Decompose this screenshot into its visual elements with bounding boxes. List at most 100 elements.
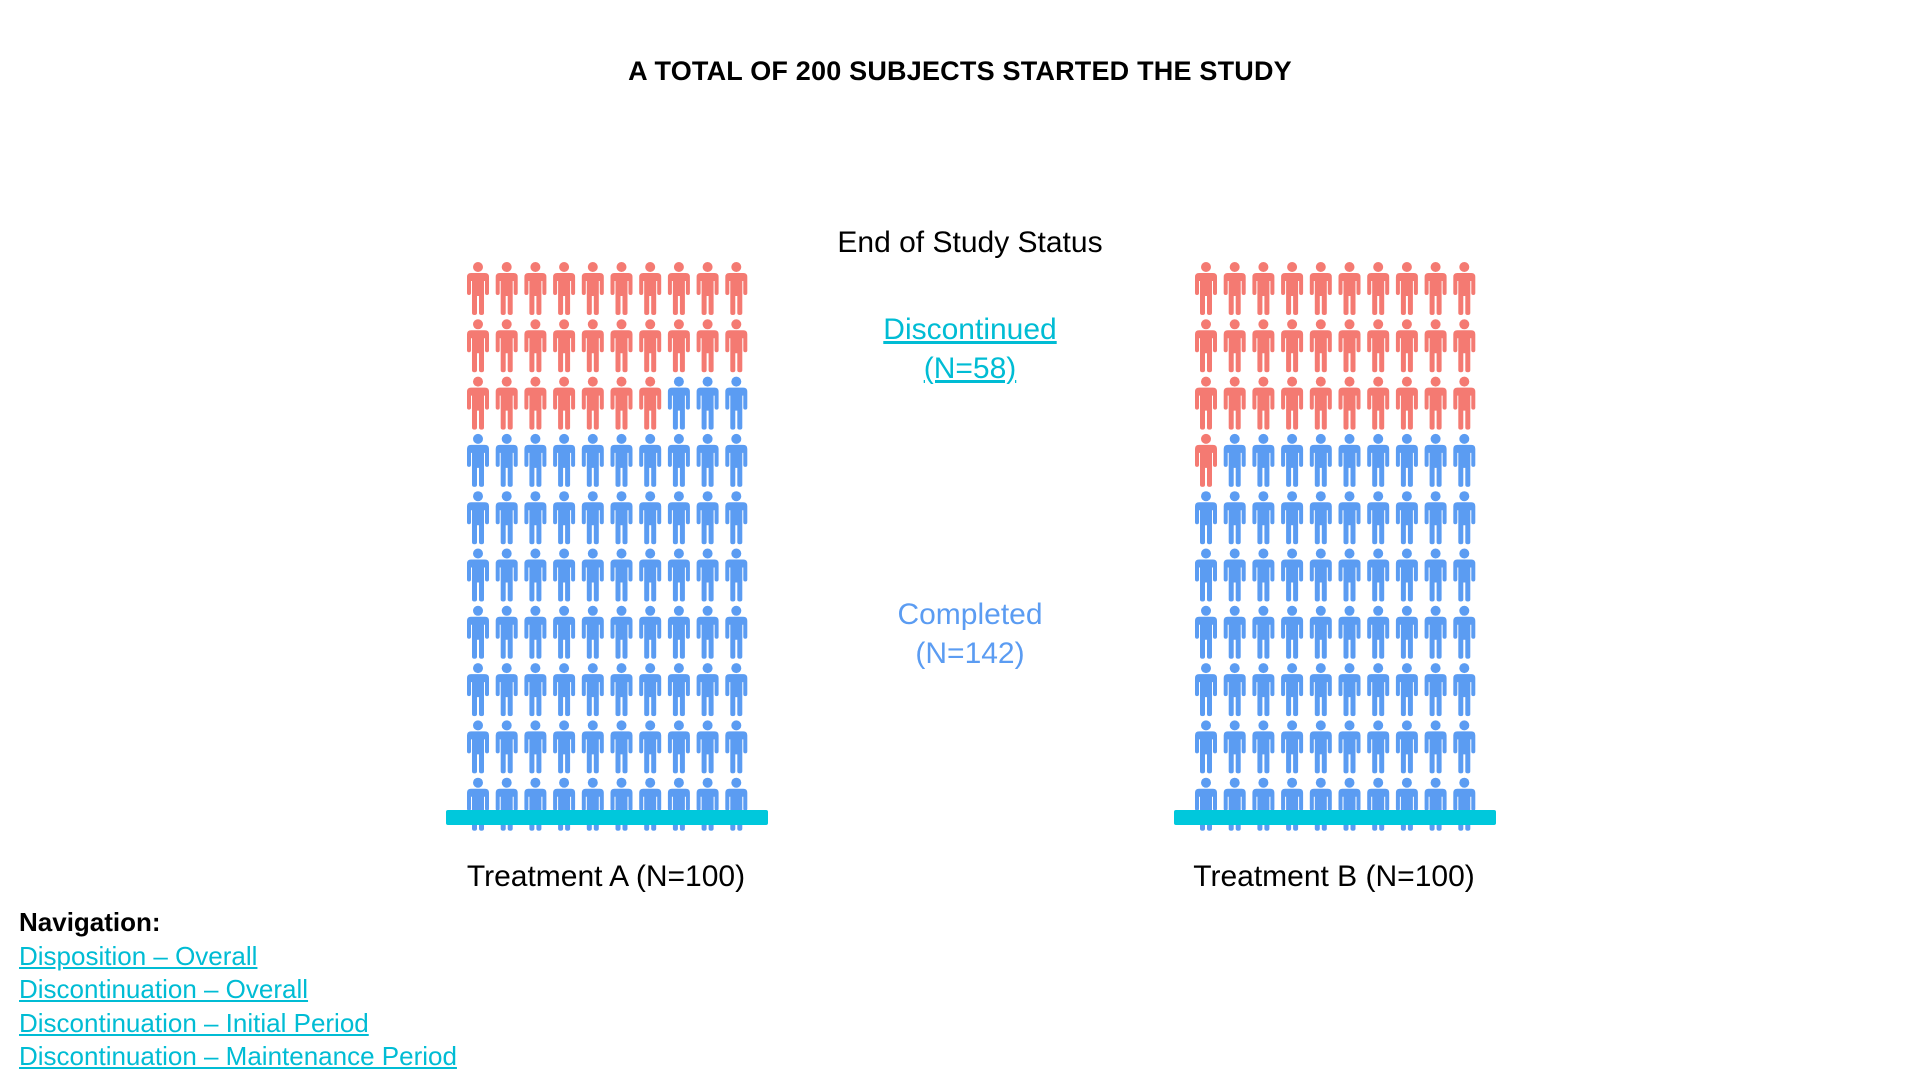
treatment-a-completed-person-icon [524,433,547,487]
treatment-a-completed-person-icon [495,663,518,717]
treatment-a-completed-person-icon [495,491,518,545]
discontinued-link[interactable]: Discontinued (N=58) [720,310,1220,388]
treatment-b-discontinued-person-icon [1309,262,1332,315]
treatment-a-completed-person-icon [639,548,662,602]
treatment-b-completed-person-icon [1281,433,1304,487]
treatment-a-discontinued-person-icon [524,262,547,315]
treatment-b-discontinued-person-icon [1453,319,1476,373]
treatment-b-discontinued-person-icon [1338,319,1361,373]
treatment-b-completed-person-icon [1223,605,1246,659]
treatment-b-completed-person-icon [1367,663,1390,717]
treatment-a-completed-person-icon [467,491,489,545]
treatment-b-discontinued-person-icon [1338,262,1361,315]
treatment-b-discontinued-person-icon [1395,262,1418,315]
treatment-b-discontinued-person-icon [1281,319,1304,373]
treatment-a-discontinued-person-icon [524,376,547,430]
treatment-a-completed-person-icon [667,605,690,659]
treatment-a-completed-person-icon [639,605,662,659]
treatment-b-completed-person-icon [1338,720,1361,774]
treatment-b-completed-person-icon [1309,663,1332,717]
treatment-b-completed-person-icon [1223,548,1246,602]
treatment-a-completed-person-icon [524,720,547,774]
treatment-b-discontinued-person-icon [1367,376,1390,430]
navigation-heading: Navigation: [19,907,161,937]
treatment-a-completed-person-icon [639,663,662,717]
treatment-a-completed-person-icon [524,548,547,602]
treatment-a-completed-person-icon [696,548,719,602]
treatment-b-completed-person-icon [1195,491,1217,545]
treatment-a-completed-person-icon [467,720,489,774]
treatment-b-completed-person-icon [1195,548,1217,602]
treatment-b-discontinued-person-icon [1424,262,1447,315]
treatment-a-completed-person-icon [553,548,576,602]
treatment-a-completed-person-icon [581,720,604,774]
treatment-b-discontinued-person-icon [1195,433,1217,487]
treatment-b-discontinued-person-icon [1252,262,1275,315]
nav-link-discontinuation-overall[interactable]: Discontinuation – Overall [19,974,309,1004]
treatment-a-completed-person-icon [524,491,547,545]
treatment-a-completed-person-icon [639,720,662,774]
treatment-a-discontinued-person-icon [639,262,662,315]
treatment-b-completed-person-icon [1367,548,1390,602]
treatment-a-completed-person-icon [581,491,604,545]
nav-link-discontinuation-initial-period[interactable]: Discontinuation – Initial Period [19,1007,369,1038]
treatment-b-completed-person-icon [1453,720,1476,774]
chart-title: A TOTAL OF 200 SUBJECTS STARTED THE STUD… [628,56,1292,86]
completed-label: Completed [897,598,1043,631]
treatment-b-discontinued-person-icon [1309,376,1332,430]
treatment-b-completed-person-icon [1338,605,1361,659]
treatment-a-completed-person-icon [467,548,489,602]
treatment-b-discontinued-person-icon [1395,319,1418,373]
treatment-a-completed-person-icon [696,663,719,717]
treatment-b-discontinued-person-icon [1424,319,1447,373]
treatment-a-completed-person-icon [667,433,690,487]
treatment-a-completed-person-icon [610,548,633,602]
treatment-a-completed-person-icon [495,433,518,487]
treatment-a-completed-person-icon [495,605,518,659]
treatment-b-completed-person-icon [1367,605,1390,659]
treatment-b-completed-person-icon [1424,605,1447,659]
treatment-b-discontinued-person-icon [1252,319,1275,373]
treatment-b-discontinued-person-icon [1223,319,1246,373]
treatment-a-completed-person-icon [581,548,604,602]
treatment-a-discontinued-person-icon [524,319,547,373]
treatment-b-discontinued-person-icon [1395,376,1418,430]
nav-link-discontinuation-maintenance-period[interactable]: Discontinuation – Maintenance Period [19,1041,457,1071]
treatment-a-completed-person-icon [553,663,576,717]
treatment-a-completed-person-icon [725,433,748,487]
treatment-b-discontinued-person-icon [1338,376,1361,430]
nav-link-disposition-overall[interactable]: Disposition – Overall [19,940,258,971]
treatment-b-discontinued-person-icon [1424,376,1447,430]
treatment-a-completed-person-icon [581,433,604,487]
treatment-a-completed-person-icon [667,376,690,430]
treatment-a-discontinued-person-icon [639,319,662,373]
treatment-b-completed-person-icon [1252,720,1275,774]
treatment-a-discontinued-person-icon [495,262,518,315]
treatment-a-discontinued-person-icon [495,319,518,373]
treatment-a-discontinued-person-icon [696,319,719,373]
treatment-b-completed-person-icon [1424,491,1447,545]
treatment-b-completed-person-icon [1395,491,1418,545]
treatment-b-completed-person-icon [1223,720,1246,774]
treatment-a-completed-person-icon [524,663,547,717]
treatment-b-completed-person-icon [1395,433,1418,487]
treatment-a-discontinued-person-icon [581,262,604,315]
treatment-a-completed-person-icon [553,720,576,774]
treatment-a-completed-person-icon [610,491,633,545]
treatment-a-discontinued-person-icon [610,376,633,430]
treatment-b-completed-person-icon [1338,491,1361,545]
treatment-b-completed-person-icon [1252,548,1275,602]
treatment-b-completed-person-icon [1367,720,1390,774]
treatment-b-completed-person-icon [1281,491,1304,545]
treatment-a-completed-person-icon [725,491,748,545]
treatment-b-discontinued-person-icon [1453,262,1476,315]
treatment-b-label: Treatment B (N=100) [1193,860,1475,893]
treatment-a-label: Treatment A (N=100) [466,860,746,893]
treatment-b-completed-person-icon [1309,605,1332,659]
treatment-b-completed-person-icon [1252,433,1275,487]
treatment-b-pictogram [1174,262,1496,831]
treatment-b-completed-person-icon [1453,605,1476,659]
treatment-b-discontinued-person-icon [1223,376,1246,430]
treatment-b-completed-person-icon [1281,548,1304,602]
